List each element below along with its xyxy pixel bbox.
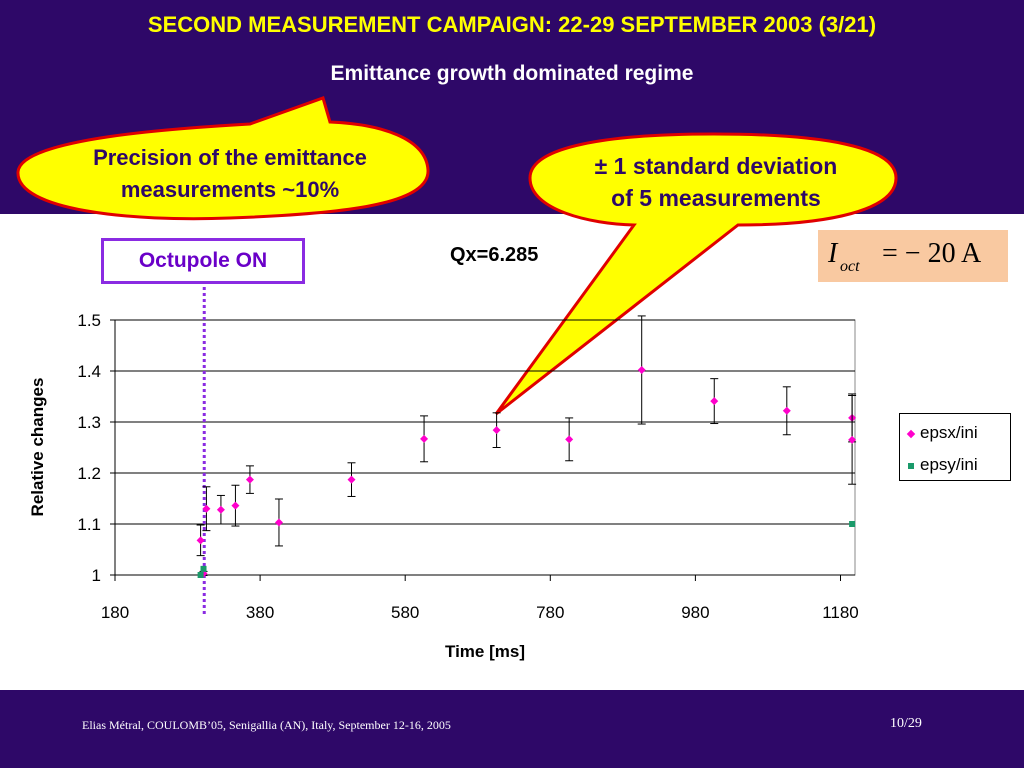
y-tick-label: 1.1	[77, 515, 101, 534]
octupole-current-formula: I oct = − 20 A	[818, 230, 1008, 282]
callout-left-text: Precision of the emittance measurements …	[30, 142, 430, 206]
plot-frame	[114, 319, 856, 576]
x-tick-label: 1180	[822, 603, 859, 622]
footer-citation: Elias Métral, COULOMB’05, Senigallia (AN…	[82, 718, 451, 732]
data-point-epsx	[420, 434, 429, 443]
footer-band	[0, 690, 1024, 768]
data-point-epsx	[274, 518, 283, 527]
data-point-epsx	[492, 426, 501, 435]
data-point-epsy	[849, 521, 856, 527]
y-tick-label: 1.5	[77, 311, 101, 330]
x-axis-label: Time [ms]	[445, 642, 525, 661]
chart-legend: epsx/ini epsy/ini	[899, 413, 1011, 481]
data-point-epsx	[245, 475, 254, 484]
page-number: 10/29	[890, 716, 922, 731]
slide-subtitle: Emittance growth dominated regime	[330, 62, 694, 85]
formula-subscript: oct	[840, 258, 860, 275]
callout-right-shape	[494, 132, 898, 416]
data-point-epsx	[637, 365, 646, 374]
x-tick-label: 980	[681, 603, 709, 622]
formula-rhs: = − 20 A	[882, 238, 982, 269]
callout-left-shape	[16, 96, 430, 221]
x-tick-label: 780	[536, 603, 564, 622]
callout-left-line2: measurements ~10%	[120, 177, 340, 202]
data-point-epsx	[196, 536, 205, 545]
formula-lhs: I	[828, 238, 838, 269]
legend-label-epsy: epsy/ini	[920, 455, 978, 474]
legend-label-epsx: epsx/ini	[920, 423, 978, 442]
data-point-epsx	[710, 397, 719, 406]
diamond-marker-icon	[906, 429, 916, 438]
y-tick-label: 1.3	[77, 413, 101, 432]
data-point-epsy	[200, 565, 207, 572]
y-tick-label: 1	[92, 566, 101, 585]
data-point-epsx	[848, 435, 857, 444]
data-point-epsx	[565, 435, 574, 444]
square-marker-icon	[908, 462, 914, 469]
callout-left-line1: Precision of the emittance	[93, 145, 367, 170]
data-point-epsx	[782, 406, 791, 415]
y-tick-label: 1.4	[77, 362, 101, 381]
data-point-epsx	[216, 505, 225, 514]
x-tick-label: 180	[101, 603, 129, 622]
x-tick-label: 380	[246, 603, 274, 622]
tune-label: Qx=6.285	[450, 244, 539, 266]
data-point-epsx	[202, 504, 211, 513]
data-point-epsx	[231, 501, 240, 510]
callout-right-line1: ± 1 standard deviation	[594, 153, 838, 179]
x-tick-label: 580	[391, 603, 419, 622]
y-axis-label: Relative changes	[28, 377, 47, 517]
y-tick-label: 1.2	[77, 464, 101, 483]
slide-title: SECOND MEASUREMENT CAMPAIGN: 22-29 SEPTE…	[147, 12, 877, 37]
legend-item-epsx: epsx/ini	[906, 422, 978, 444]
data-point-epsy	[197, 572, 204, 578]
data-point-epsx	[347, 475, 356, 484]
callout-right-line2: of 5 measurements	[611, 185, 821, 211]
x-axis-label-wrap: Time [ms]	[0, 642, 1024, 662]
legend-item-epsy: epsy/ini	[908, 454, 978, 476]
octupole-on-label: Octupole ON	[101, 238, 305, 284]
callout-right-text: ± 1 standard deviation of 5 measurements	[540, 150, 892, 214]
